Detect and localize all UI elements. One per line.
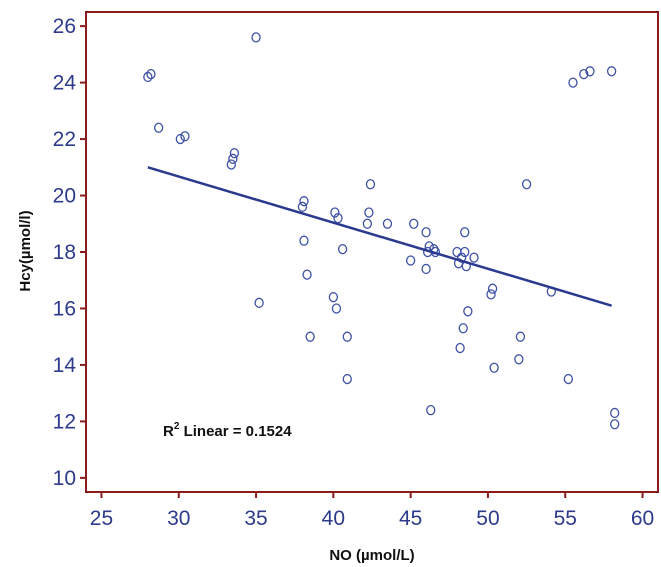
- data-point: [469, 252, 479, 263]
- data-point: [146, 68, 156, 80]
- x-axis: 25 30 35 40 45 50 55 60: [90, 492, 654, 530]
- data-point: [463, 306, 473, 317]
- data-point: [521, 179, 532, 190]
- data-point: [579, 68, 589, 80]
- y-tick-label: 14: [53, 354, 77, 377]
- x-tick-label: 30: [167, 507, 190, 530]
- data-point: [328, 292, 339, 303]
- data-point: [226, 159, 236, 170]
- data-point: [299, 196, 309, 207]
- data-point: [610, 419, 620, 430]
- r-squared-prefix: R: [163, 423, 174, 440]
- data-point: [421, 263, 431, 275]
- data-point: [342, 373, 352, 385]
- regression-line: [147, 166, 612, 307]
- data-point: [364, 207, 374, 218]
- x-tick-label: 60: [631, 507, 654, 530]
- r-squared-annotation: R2 Linear = 0.1524: [163, 421, 292, 440]
- y-tick-label: 20: [53, 185, 76, 208]
- data-point: [486, 289, 496, 300]
- x-axis-title: NO (µmol/L): [329, 547, 414, 564]
- data-point: [568, 77, 578, 88]
- data-point: [302, 269, 312, 280]
- data-point: [228, 153, 238, 164]
- data-point: [460, 227, 470, 238]
- data-point: [515, 331, 526, 342]
- data-point: [143, 71, 153, 83]
- data-point: [405, 255, 416, 266]
- y-tick-label: 22: [53, 128, 76, 151]
- y-axis: 10 12 14 16 18 20 22 24 26: [53, 15, 86, 490]
- data-point: [180, 131, 190, 142]
- data-point: [514, 354, 524, 365]
- y-tick-label: 26: [53, 15, 76, 38]
- x-tick-label: 40: [322, 507, 345, 530]
- data-point: [362, 218, 373, 229]
- data-point: [229, 148, 240, 159]
- data-point: [342, 331, 352, 342]
- data-point: [305, 331, 315, 342]
- data-point: [382, 218, 393, 229]
- data-point: [426, 404, 436, 416]
- plot-frame: [85, 11, 659, 493]
- x-tick-label: 35: [244, 507, 267, 530]
- data-point: [175, 133, 185, 145]
- x-tick-label: 25: [90, 507, 113, 530]
- data-point: [487, 283, 498, 294]
- data-point: [489, 362, 499, 373]
- data-point: [251, 32, 261, 43]
- data-point: [458, 323, 468, 334]
- x-tick-label: 55: [554, 507, 577, 530]
- data-point: [610, 407, 620, 419]
- x-tick-label: 50: [476, 507, 499, 530]
- data-point: [333, 212, 343, 224]
- data-points: [143, 32, 620, 430]
- data-point: [297, 201, 308, 212]
- data-point: [409, 218, 419, 229]
- data-point: [154, 122, 164, 133]
- y-tick-label: 12: [53, 410, 76, 433]
- data-point: [299, 235, 309, 246]
- y-tick-label: 10: [53, 467, 76, 490]
- data-point: [452, 246, 462, 258]
- data-point: [606, 66, 617, 77]
- data-point: [421, 227, 431, 238]
- data-point: [337, 244, 348, 255]
- r-squared-superscript: 2: [174, 421, 180, 432]
- y-tick-label: 18: [53, 241, 76, 264]
- data-point: [331, 303, 342, 314]
- data-point: [563, 373, 573, 385]
- data-point: [585, 66, 595, 77]
- r-squared-value: Linear = 0.1524: [179, 423, 292, 440]
- data-point: [330, 207, 340, 218]
- y-tick-label: 24: [53, 72, 77, 95]
- data-point: [254, 297, 264, 308]
- x-tick-label: 45: [399, 507, 422, 530]
- data-point: [365, 179, 376, 190]
- data-point: [455, 342, 465, 354]
- y-tick-label: 16: [53, 297, 76, 320]
- y-axis-title: Hcy(µmol/l): [17, 210, 34, 291]
- data-point: [460, 246, 470, 258]
